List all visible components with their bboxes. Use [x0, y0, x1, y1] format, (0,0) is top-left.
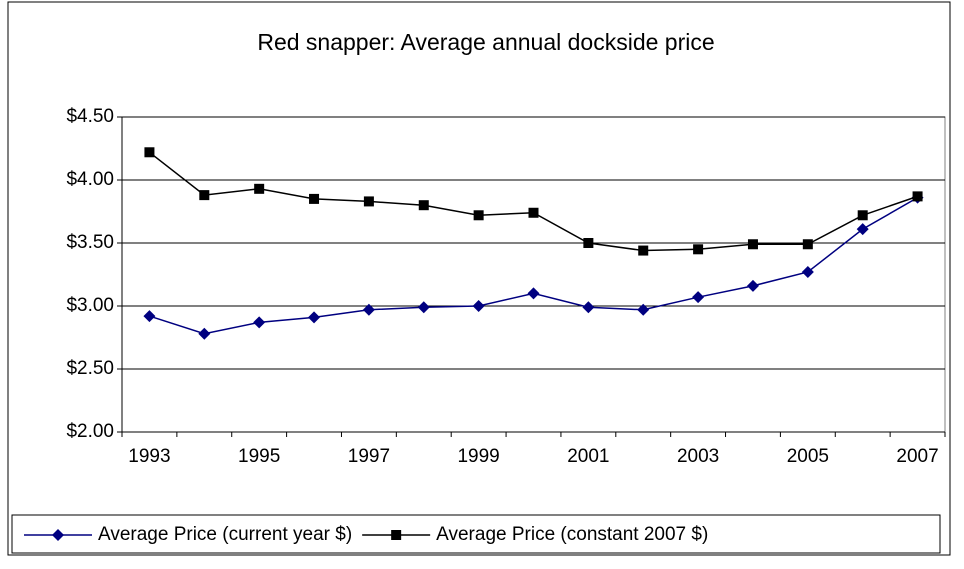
- marker: [199, 190, 210, 201]
- marker: [856, 223, 869, 236]
- y-tick-label: $4.50: [66, 106, 114, 127]
- marker: [363, 196, 374, 207]
- y-tick-label: $2.00: [66, 421, 114, 442]
- x-tick-label: 1993: [128, 446, 170, 467]
- marker: [143, 310, 156, 323]
- marker: [253, 316, 266, 329]
- marker: [583, 238, 594, 248]
- marker: [418, 200, 429, 211]
- marker: [308, 311, 321, 324]
- marker: [254, 183, 265, 194]
- x-tick-label: 1995: [238, 446, 280, 467]
- marker: [912, 191, 923, 202]
- marker: [801, 265, 814, 278]
- chart-title: Red snapper: Average annual dockside pri…: [257, 29, 714, 55]
- marker: [802, 239, 813, 250]
- marker: [473, 210, 484, 221]
- marker: [528, 207, 539, 218]
- marker: [582, 301, 595, 314]
- x-tick-label: 2007: [896, 446, 938, 467]
- y-tick-label: $4.00: [66, 169, 114, 190]
- x-tick-label: 1997: [348, 446, 390, 467]
- marker: [144, 147, 155, 158]
- legend: [11, 514, 941, 554]
- marker: [417, 301, 430, 314]
- marker: [746, 279, 759, 292]
- y-tick-label: $2.50: [66, 358, 114, 379]
- marker: [362, 303, 375, 316]
- legend-label: Average Price (current year $): [98, 524, 352, 545]
- marker: [472, 300, 485, 312]
- marker: [638, 245, 649, 256]
- marker: [747, 239, 758, 250]
- legend-label: Average Price (constant 2007 $): [436, 524, 708, 545]
- y-tick-label: $3.00: [66, 295, 114, 316]
- legend-marker: [52, 529, 64, 541]
- marker: [309, 193, 320, 204]
- marker: [692, 291, 705, 304]
- x-tick-label: 1999: [457, 446, 499, 467]
- marker: [527, 287, 540, 300]
- x-tick-label: 2003: [677, 446, 719, 467]
- legend-marker: [391, 530, 402, 540]
- y-tick-label: $3.50: [66, 232, 114, 253]
- marker: [693, 244, 704, 255]
- x-tick-label: 2005: [787, 446, 829, 467]
- marker: [857, 210, 868, 221]
- marker: [198, 327, 211, 340]
- marker: [637, 303, 650, 316]
- plot-area: [121, 116, 946, 433]
- x-tick-label: 2001: [567, 446, 609, 467]
